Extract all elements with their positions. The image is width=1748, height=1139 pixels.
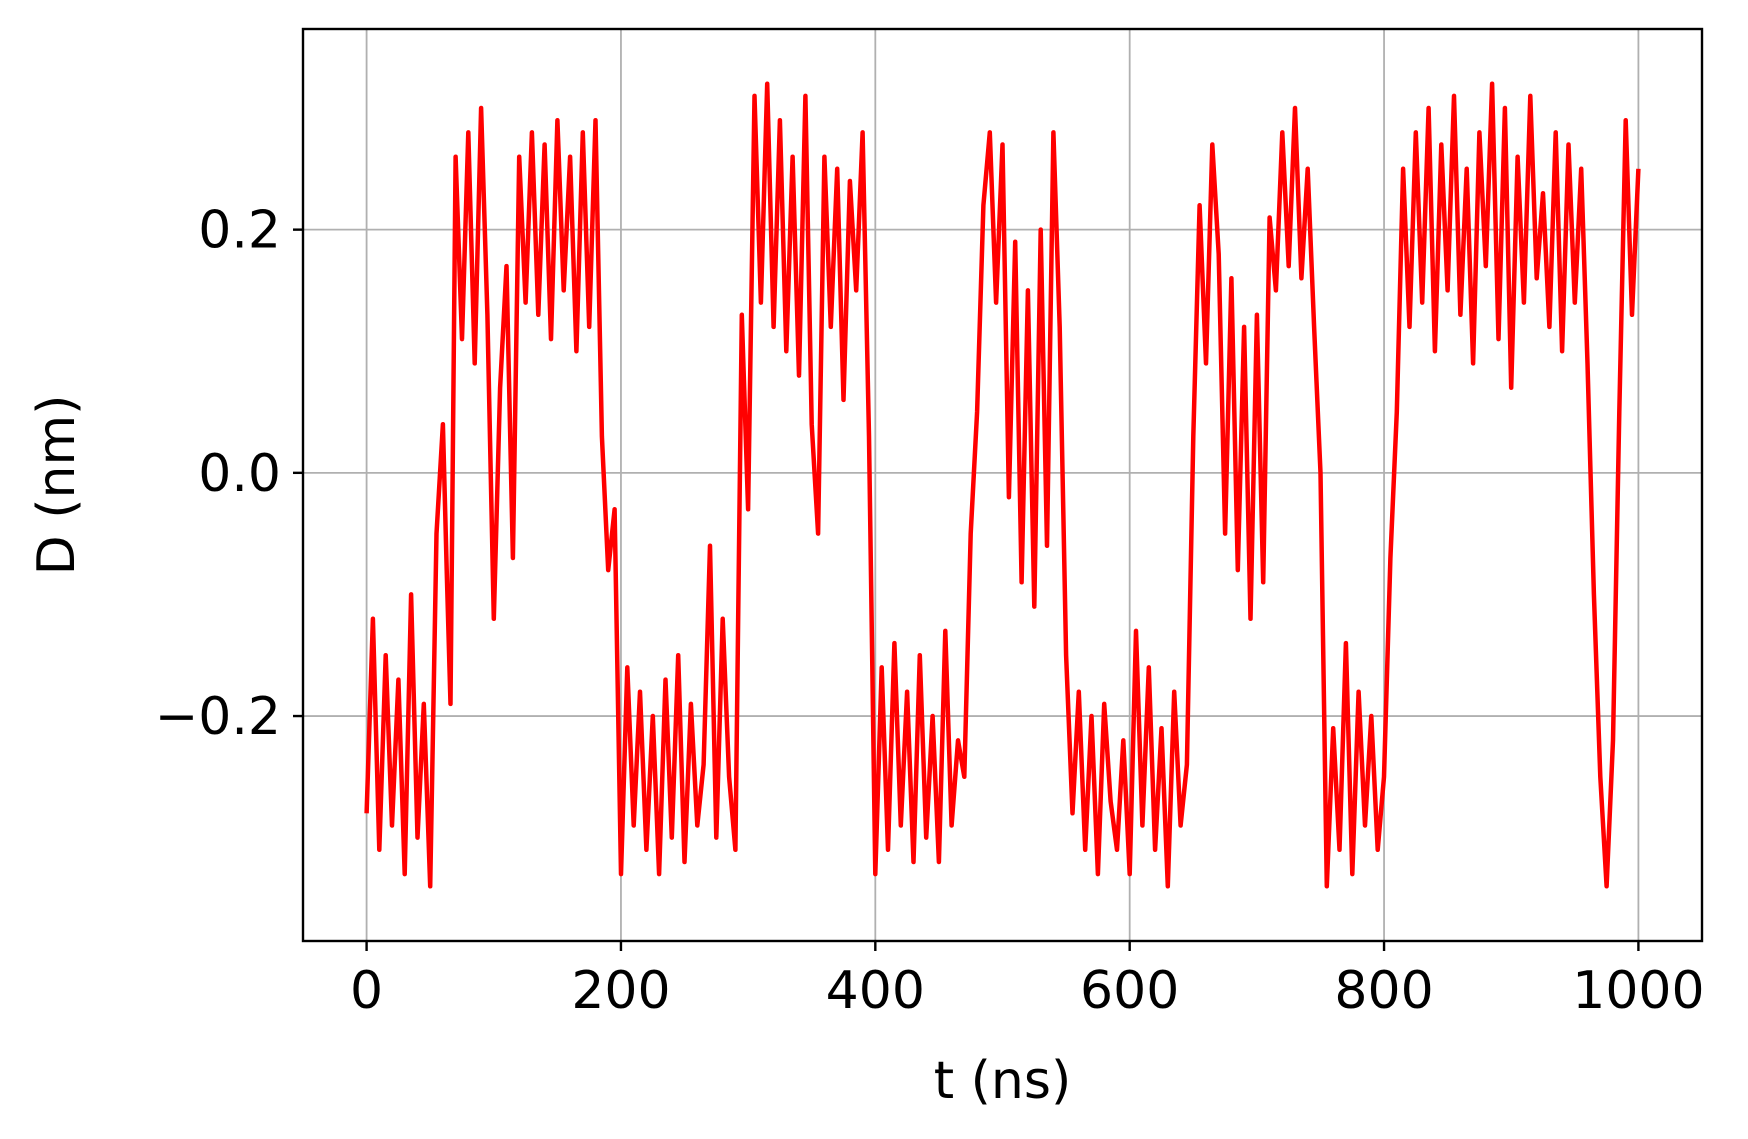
series-line [364,81,1641,889]
x-tick-label: 1000 [1572,961,1704,1021]
x-tick-label: 400 [826,961,925,1021]
y-axis-ticks: −0.2 0.0 0.2 [155,201,303,747]
y-tick-label: 0.0 [198,444,281,504]
x-axis-ticks: 0 200 400 600 800 1000 [350,941,1705,1021]
y-axis-label: D (nm) [27,395,87,576]
y-tick-label: −0.2 [155,687,281,747]
x-tick-label: 0 [350,961,383,1021]
y-tick-label: 0.2 [198,201,281,261]
x-tick-label: 600 [1080,961,1179,1021]
plot-frame [301,27,1704,943]
x-axis-label: t (ns) [934,1051,1072,1111]
x-tick-label: 200 [571,961,670,1021]
series-group [364,81,1641,889]
x-tick-label: 800 [1334,961,1433,1021]
